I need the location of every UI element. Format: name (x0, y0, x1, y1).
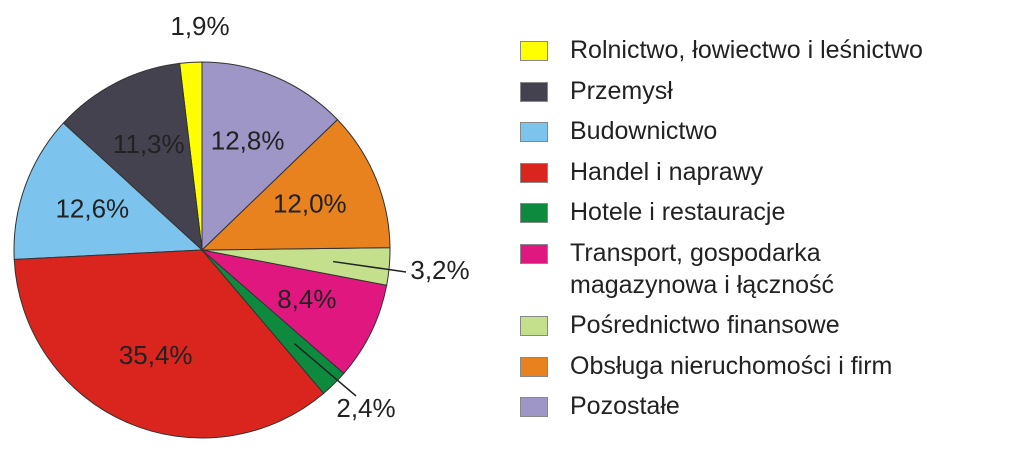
legend-swatch (520, 316, 548, 336)
legend-swatch (520, 356, 548, 377)
data-label: 35,4% (119, 340, 193, 370)
legend-item: Handel i naprawy (520, 156, 1020, 188)
legend-swatch (520, 81, 548, 102)
legend-item: Pośrednictwo finansowe (520, 309, 1020, 341)
legend-item: Pozostałe (520, 390, 1020, 422)
legend-item: Transport, gospodarka magazynowa i łączn… (520, 237, 1020, 301)
legend-label: Hotele i restauracje (570, 198, 786, 226)
data-label: 8,4% (277, 284, 336, 314)
data-label: 12,8% (211, 126, 285, 156)
legend-label: Przemysł (570, 76, 673, 105)
leader-line (293, 343, 357, 397)
data-label: 11,3% (113, 129, 185, 159)
pie-slice (200, 249, 388, 375)
legend-swatch (520, 203, 548, 223)
legend-swatch (520, 41, 548, 61)
legend-label: Pośrednictwo finansowe (570, 311, 840, 339)
data-label: 3,2% (410, 255, 469, 285)
pie-slice (13, 122, 204, 260)
legend-label: Handel i naprawy (570, 157, 764, 186)
pie-slice (13, 249, 325, 439)
pie-slice (62, 62, 203, 252)
legend-swatch (520, 162, 548, 183)
legend-label: Transport, gospodarka magazynowa i łączn… (570, 238, 835, 299)
legend-swatch (520, 397, 548, 417)
legend-label: Pozostałe (570, 392, 680, 420)
leader-line (332, 260, 407, 273)
pie-slice (201, 61, 339, 252)
data-label: 2,4% (336, 393, 395, 423)
legend: Rolnictwo, łowiectwo i leśnictwo Przemysł… (520, 34, 1020, 431)
data-label: 1,9% (170, 11, 229, 41)
legend-swatch (520, 243, 548, 264)
legend-label: Obsługa nieruchomości i firm (570, 351, 893, 380)
legend-item: Rolnictwo, łowiectwo i leśnictwo (520, 34, 1020, 66)
pie: 1,9% 11,3% 12,6% 35,4% 2,4% 8,4% 3,2% 12,0% 12,8… (13, 11, 470, 439)
legend-item: Budownictwo (520, 115, 1020, 147)
legend-item: Obsługa nieruchomości i firm (520, 350, 1020, 382)
data-label: 12,0% (273, 189, 347, 219)
legend-label: Rolnictwo, łowiectwo i leśnictwo (570, 36, 923, 64)
data-label: 12,6% (55, 193, 129, 223)
legend-item: Hotele i restauracje (520, 196, 1020, 228)
legend-item: Przemysł (520, 75, 1020, 107)
legend-label: Budownictwo (570, 117, 718, 145)
legend-swatch (520, 122, 548, 142)
pie-slice (200, 118, 391, 251)
